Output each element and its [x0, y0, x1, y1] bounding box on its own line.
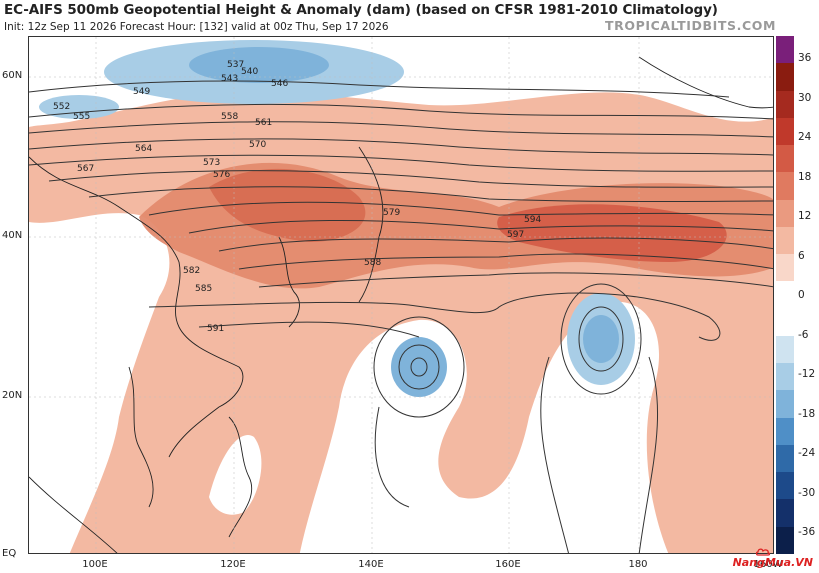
colorbar-label: -18 — [798, 407, 816, 420]
anomaly-colorbar — [776, 36, 794, 554]
colorbar-swatch — [776, 417, 794, 445]
colorbar-swatch — [776, 172, 794, 200]
contour-label: 558 — [221, 112, 238, 122]
colorbar-label: 30 — [798, 91, 812, 104]
contour-label: 597 — [507, 230, 524, 240]
colorbar-swatch — [776, 499, 794, 527]
lon-label-120e: 120E — [220, 559, 246, 570]
map-panel: 537 540 543 546 549 552 555 558 561 564 … — [28, 36, 774, 554]
contour-label: 564 — [135, 144, 152, 154]
colorbar-swatch — [776, 390, 794, 418]
colorbar-label: -24 — [798, 447, 816, 459]
neutral-region-west — [29, 213, 170, 553]
warm-core-east — [497, 204, 727, 262]
colorbar-swatch — [776, 363, 794, 391]
contour-label: 555 — [73, 112, 90, 122]
colorbar-label: 18 — [798, 170, 812, 183]
colorbar-swatch — [776, 117, 794, 145]
contour-label: 561 — [255, 118, 272, 128]
colorbar-label: 6 — [798, 249, 805, 262]
contour-label: 591 — [207, 324, 224, 334]
contour-label: 567 — [77, 164, 94, 174]
contour-label: 576 — [213, 170, 230, 180]
contour-label: 594 — [524, 215, 541, 225]
contour-label: 546 — [271, 79, 288, 89]
colorbar-swatch — [776, 90, 794, 118]
lon-label-160e: 160E — [495, 559, 521, 570]
colorbar-label: -12 — [798, 368, 816, 380]
colorbar-swatch — [776, 145, 794, 173]
colorbar-swatch — [776, 281, 794, 309]
lat-label-20n: 20N — [2, 390, 23, 401]
lat-label-60n: 60N — [2, 70, 23, 81]
colorbar-swatch — [776, 36, 794, 64]
height-contours — [29, 80, 773, 553]
colorbar-swatch — [776, 526, 794, 554]
cold-anomaly-west — [39, 95, 119, 119]
cold-anomaly-north-core — [189, 47, 329, 83]
colorbar-swatch — [776, 199, 794, 227]
anomaly-map: 537 540 543 546 549 552 555 558 561 564 … — [29, 37, 773, 553]
colorbar-swatch — [776, 444, 794, 472]
neutral-region-southwest — [209, 435, 262, 515]
lon-label-140e: 140E — [358, 559, 384, 570]
colorbar-swatch — [776, 254, 794, 282]
lat-label-eq: EQ — [2, 548, 17, 559]
colorbar-swatch — [776, 335, 794, 363]
site-brand: TROPICALTIDBITS.COM — [605, 18, 776, 33]
contour-label: 579 — [383, 208, 400, 218]
contour-label: 582 — [183, 266, 200, 276]
watermark: NangMua.VN — [732, 556, 813, 569]
contour-label: 552 — [53, 102, 70, 112]
colorbar-label: -30 — [798, 486, 816, 499]
colorbar-label: 24 — [798, 131, 812, 143]
contour-label: 573 — [203, 158, 220, 168]
contour-label: 540 — [241, 67, 258, 77]
contour-label: 543 — [221, 74, 238, 84]
contour-label: 570 — [249, 140, 266, 150]
contour-label: 549 — [133, 87, 150, 97]
colorbar-swatch — [776, 472, 794, 500]
colorbar-label: 12 — [798, 210, 812, 222]
map-title: EC-AIFS 500mb Geopotential Height & Anom… — [4, 2, 718, 18]
contour-label: 585 — [195, 284, 212, 294]
colorbar-label: -36 — [798, 526, 816, 538]
colorbar-label: -6 — [798, 328, 809, 341]
colorbar-swatch — [776, 226, 794, 254]
colorbar-label: 0 — [798, 289, 805, 301]
contour-label: 537 — [227, 60, 244, 70]
colorbar-swatch — [776, 308, 794, 336]
coastlines — [29, 56, 773, 553]
lon-label-160w: 160W — [753, 559, 783, 570]
lon-label-180: 180 — [628, 559, 648, 570]
lat-label-40n: 40N — [2, 230, 23, 241]
contour-label: 588 — [364, 258, 381, 268]
colorbar-swatch — [776, 63, 794, 91]
contour-labels: 537 540 543 546 549 552 555 558 561 564 … — [53, 60, 541, 334]
graticule — [29, 37, 773, 553]
colorbar-label: 36 — [798, 52, 812, 64]
lon-label-100e: 100E — [82, 559, 108, 570]
cloud-rain-icon — [755, 548, 771, 556]
map-subtitle: Init: 12z Sep 11 2026 Forecast Hour: [13… — [4, 21, 389, 33]
